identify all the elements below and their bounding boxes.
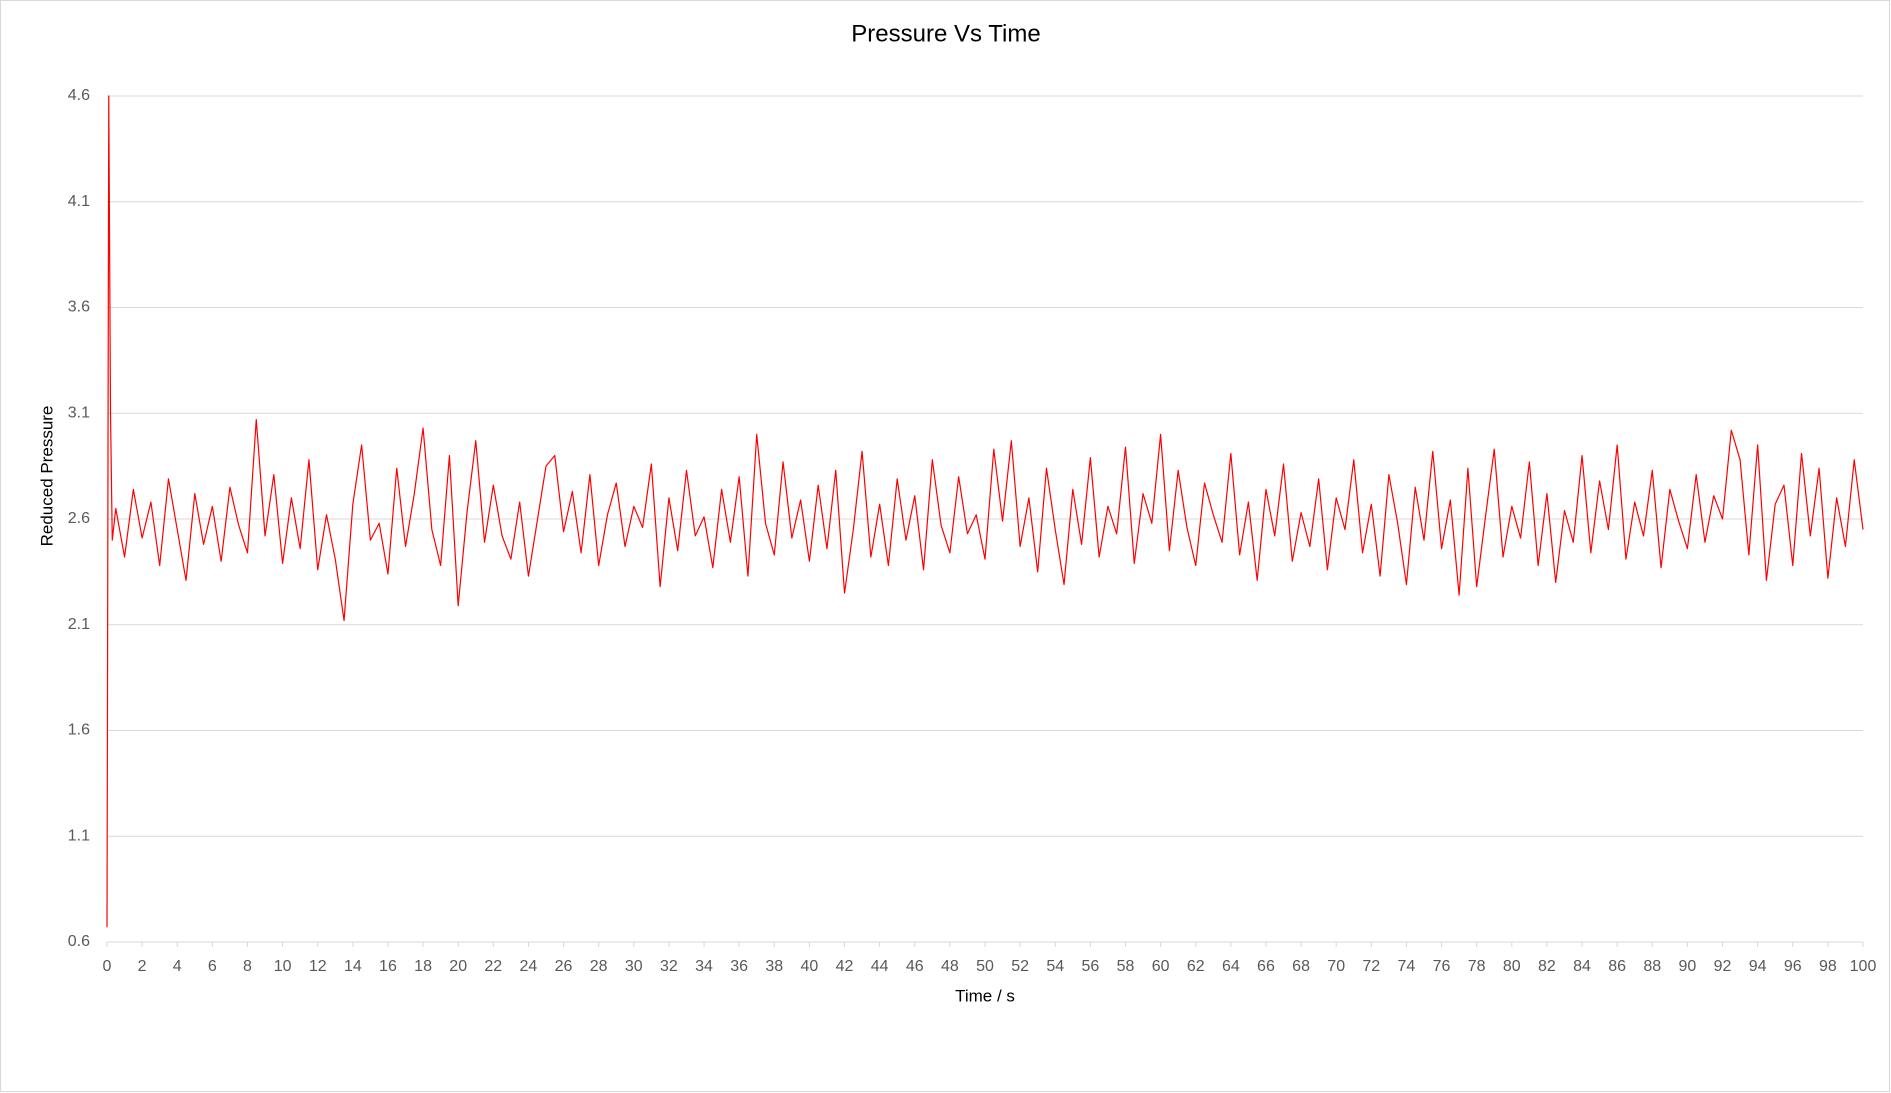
x-tick-label: 14 xyxy=(344,958,362,975)
x-tick-label: 38 xyxy=(765,958,783,975)
x-tick-label: 18 xyxy=(414,958,432,975)
x-tick-label: 22 xyxy=(484,958,502,975)
x-tick-label: 72 xyxy=(1362,958,1380,975)
x-axis-title: Time / s xyxy=(955,986,1015,1005)
x-tick-label: 36 xyxy=(730,958,748,975)
x-tick-label: 40 xyxy=(801,958,819,975)
x-tick-label: 42 xyxy=(836,958,854,975)
x-tick-label: 92 xyxy=(1714,958,1732,975)
x-tick-label: 8 xyxy=(243,958,252,975)
x-tick-label: 50 xyxy=(976,958,994,975)
x-tick-label: 46 xyxy=(906,958,924,975)
y-tick-label: 4.1 xyxy=(68,193,90,210)
x-tick-label: 64 xyxy=(1222,958,1240,975)
x-tick-label: 2 xyxy=(138,958,147,975)
x-tick-label: 78 xyxy=(1468,958,1486,975)
x-tick-label: 6 xyxy=(208,958,217,975)
y-tick-label: 2.1 xyxy=(68,616,90,633)
x-tick-label: 54 xyxy=(1046,958,1064,975)
x-tick-label: 82 xyxy=(1538,958,1556,975)
x-tick-label: 32 xyxy=(660,958,678,975)
x-tick-label: 94 xyxy=(1749,958,1767,975)
x-tick-label: 70 xyxy=(1327,958,1345,975)
x-tick-label: 60 xyxy=(1152,958,1170,975)
x-tick-label: 74 xyxy=(1398,958,1416,975)
x-tick-label: 48 xyxy=(941,958,959,975)
y-tick-label: 3.6 xyxy=(68,299,90,316)
x-tick-label: 0 xyxy=(103,958,112,975)
x-tick-label: 44 xyxy=(871,958,889,975)
y-tick-label: 4.6 xyxy=(68,87,90,104)
y-axis-title: Reduced Pressure xyxy=(37,406,56,547)
data-line xyxy=(106,95,1864,928)
x-tick-label: 84 xyxy=(1573,958,1591,975)
y-tick-label: 1.1 xyxy=(68,827,90,844)
x-tick-label: 52 xyxy=(1011,958,1029,975)
y-tick-label: 2.6 xyxy=(68,510,90,527)
x-tick-label: 86 xyxy=(1608,958,1626,975)
x-tick-label: 90 xyxy=(1679,958,1697,975)
x-tick-label: 4 xyxy=(173,958,182,975)
x-tick-label: 34 xyxy=(695,958,713,975)
x-tick-label: 12 xyxy=(309,958,327,975)
x-tick-label: 26 xyxy=(555,958,573,975)
x-tick-label: 24 xyxy=(520,958,538,975)
y-tick-label: 3.1 xyxy=(68,404,90,421)
x-tick-label: 66 xyxy=(1257,958,1275,975)
x-tick-label: 56 xyxy=(1081,958,1099,975)
x-tick-label: 20 xyxy=(449,958,467,975)
x-tick-label: 96 xyxy=(1784,958,1802,975)
x-tick-label: 100 xyxy=(1850,958,1877,975)
x-tick-label: 28 xyxy=(590,958,608,975)
x-tick-label: 16 xyxy=(379,958,397,975)
y-tick-label: 0.6 xyxy=(68,933,90,950)
chart-title: Pressure Vs Time xyxy=(851,20,1040,47)
x-tick-label: 10 xyxy=(274,958,292,975)
y-tick-label: 1.6 xyxy=(68,722,90,739)
x-tick-label: 80 xyxy=(1503,958,1521,975)
x-tick-label: 30 xyxy=(625,958,643,975)
x-tick-label: 58 xyxy=(1117,958,1135,975)
x-tick-label: 88 xyxy=(1643,958,1661,975)
x-tick-label: 62 xyxy=(1187,958,1205,975)
x-tick-label: 76 xyxy=(1433,958,1451,975)
x-tick-label: 68 xyxy=(1292,958,1310,975)
x-tick-label: 98 xyxy=(1819,958,1837,975)
